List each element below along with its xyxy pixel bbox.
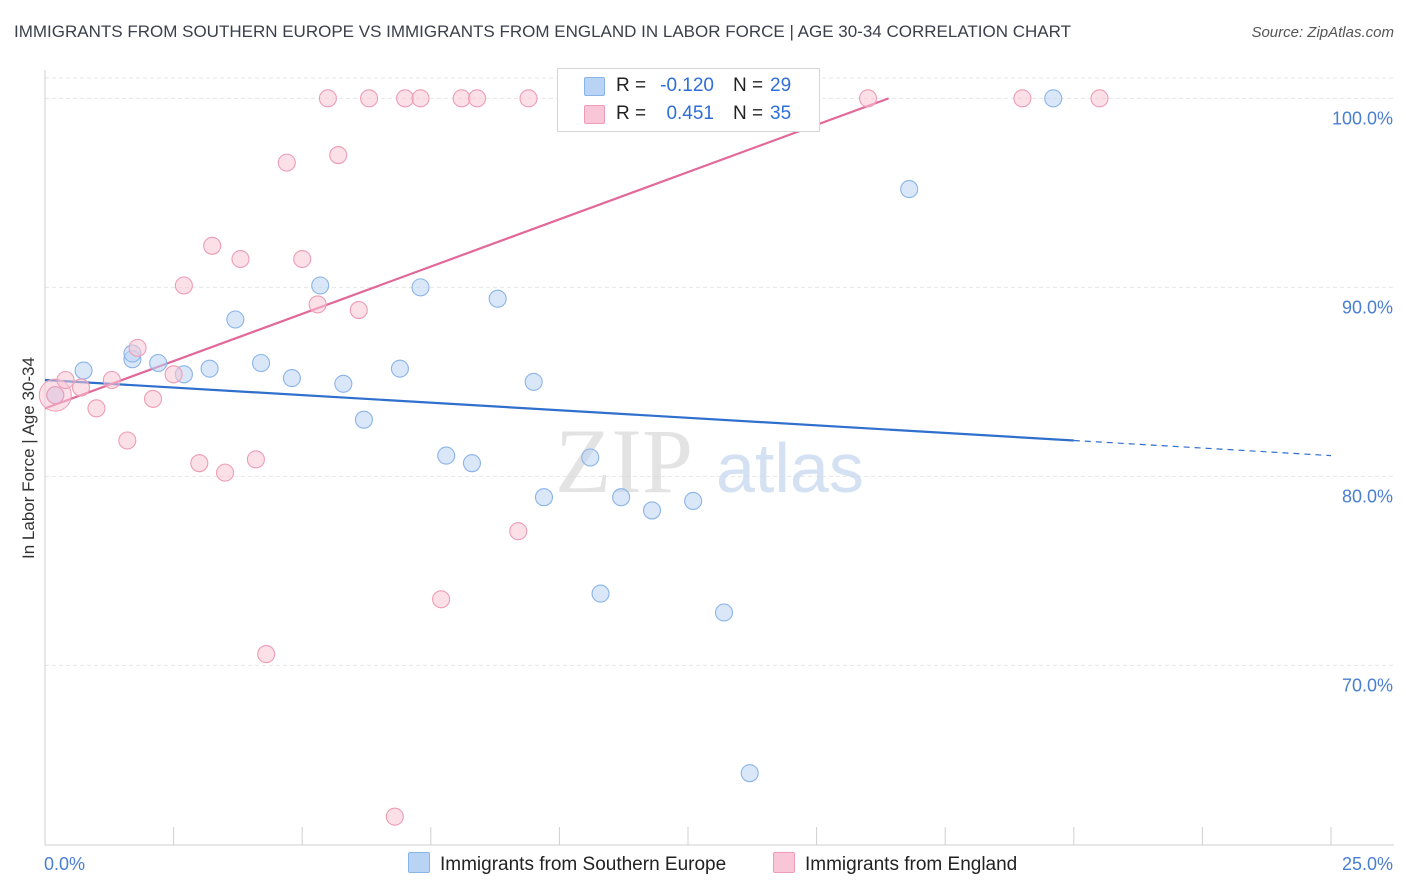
trend-lines	[44, 97, 1332, 457]
data-point-england	[56, 370, 75, 390]
data-point-southern-europe	[684, 491, 703, 511]
data-point-england	[277, 153, 296, 172]
data-point-england	[385, 807, 404, 826]
data-point-england	[174, 276, 193, 295]
data-point-england	[231, 249, 250, 269]
data-point-england	[432, 590, 451, 609]
x-tick-label: 25.0%	[1342, 854, 1393, 874]
data-point-england	[329, 146, 348, 165]
data-point-southern-europe	[226, 310, 245, 329]
data-point-england	[308, 295, 327, 314]
data-point-england	[318, 89, 337, 108]
watermark-atlas: atlas	[716, 429, 864, 507]
data-point-southern-europe	[282, 369, 301, 388]
data-point-england	[87, 399, 106, 418]
data-point-england	[128, 338, 147, 357]
data-point-england	[215, 463, 235, 482]
data-point-southern-europe	[390, 359, 409, 378]
legend-r-value: 0.451	[666, 103, 714, 124]
data-point-england	[411, 89, 430, 108]
legend-swatch-pink	[584, 105, 605, 124]
bottom-legend-swatch-pink	[773, 852, 795, 873]
data-point-england	[143, 389, 163, 408]
data-point-southern-europe	[642, 501, 662, 520]
data-point-southern-europe	[411, 278, 430, 297]
data-point-southern-europe	[251, 353, 271, 373]
grid-lines	[45, 77, 1394, 666]
trend-line-southern-europe-extension	[1073, 439, 1332, 457]
data-point-southern-europe	[740, 764, 759, 783]
data-point-southern-europe	[437, 446, 456, 465]
data-point-england	[71, 378, 91, 397]
data-point-southern-europe	[591, 584, 610, 603]
data-point-england	[102, 370, 121, 390]
correlation-legend: R = -0.120 N = 29 R = 0.451 N = 35	[557, 68, 820, 132]
data-point-england	[1090, 89, 1109, 108]
data-point-england	[46, 386, 65, 405]
trend-line-southern-europe	[44, 378, 1074, 442]
data-point-england	[349, 301, 368, 320]
data-point-england	[396, 89, 415, 108]
data-point-southern-europe	[900, 180, 919, 199]
data-point-england	[190, 454, 209, 473]
data-point-southern-europe	[311, 276, 330, 295]
data-point-southern-europe	[581, 448, 600, 467]
bottom-legend-label: Immigrants from Southern Europe	[440, 854, 727, 875]
data-point-england	[452, 89, 471, 108]
data-point-england	[118, 431, 137, 450]
axes	[44, 70, 1394, 846]
data-point-england	[509, 522, 528, 541]
data-point-southern-europe	[354, 410, 373, 429]
legend-r-label: R =	[616, 75, 647, 96]
legend-row-southern-europe: R = -0.120 N = 29	[558, 72, 819, 100]
legend-n-value: 29	[770, 75, 792, 96]
data-point-england	[203, 236, 222, 255]
chart-title: IMMIGRANTS FROM SOUTHERN EUROPE VS IMMIG…	[14, 22, 1071, 41]
x-tick-labels: 0.0% 25.0%	[44, 854, 1393, 874]
data-point-southern-europe	[334, 374, 353, 393]
bottom-legend-swatch-blue	[408, 852, 430, 873]
data-point-southern-europe	[534, 488, 554, 507]
legend-n-label: N =	[733, 75, 764, 96]
data-point-england	[246, 450, 265, 469]
source-label: Source: ZipAtlas.com	[1251, 24, 1394, 41]
legend-r-value: -0.120	[660, 75, 714, 96]
data-point-southern-europe	[200, 359, 219, 378]
data-point-england	[293, 249, 312, 269]
y-tick-label: 90.0%	[1342, 297, 1393, 317]
data-point-southern-europe	[1044, 89, 1063, 108]
data-point-england	[519, 89, 538, 108]
bottom-legend-label: Immigrants from England	[805, 854, 1018, 875]
data-point-england	[858, 89, 878, 108]
data-points	[38, 89, 1109, 826]
data-point-england	[164, 365, 183, 384]
y-tick-labels: 70.0% 80.0% 90.0% 100.0%	[1332, 108, 1393, 695]
trend-line-england	[44, 97, 889, 410]
data-point-southern-europe	[462, 454, 482, 473]
data-point-england	[468, 89, 487, 108]
legend-row-england: R = 0.451 N = 35	[558, 100, 819, 128]
data-point-england	[257, 645, 276, 664]
y-tick-label: 100.0%	[1332, 108, 1393, 128]
data-point-southern-europe	[74, 361, 93, 380]
data-point-england	[1013, 89, 1032, 108]
data-point-southern-europe	[488, 289, 507, 308]
y-tick-label: 70.0%	[1342, 675, 1393, 695]
data-point-england	[360, 89, 379, 108]
data-point-southern-europe	[149, 353, 168, 373]
data-point-southern-europe	[612, 488, 631, 507]
bottom-legend-england: Immigrants from England	[773, 852, 1017, 876]
legend-swatch-blue	[584, 77, 605, 96]
data-point-southern-europe	[524, 372, 543, 391]
legend-n-value: 35	[770, 103, 792, 124]
y-tick-label: 80.0%	[1342, 486, 1393, 506]
bottom-legend-southern-europe: Immigrants from Southern Europe	[408, 852, 726, 876]
legend-r-label: R =	[616, 103, 647, 124]
x-tick-label: 0.0%	[44, 854, 85, 874]
data-point-southern-europe	[714, 603, 734, 622]
legend-n-label: N =	[733, 103, 764, 124]
y-axis-label: In Labor Force | Age 30-34	[19, 357, 38, 559]
